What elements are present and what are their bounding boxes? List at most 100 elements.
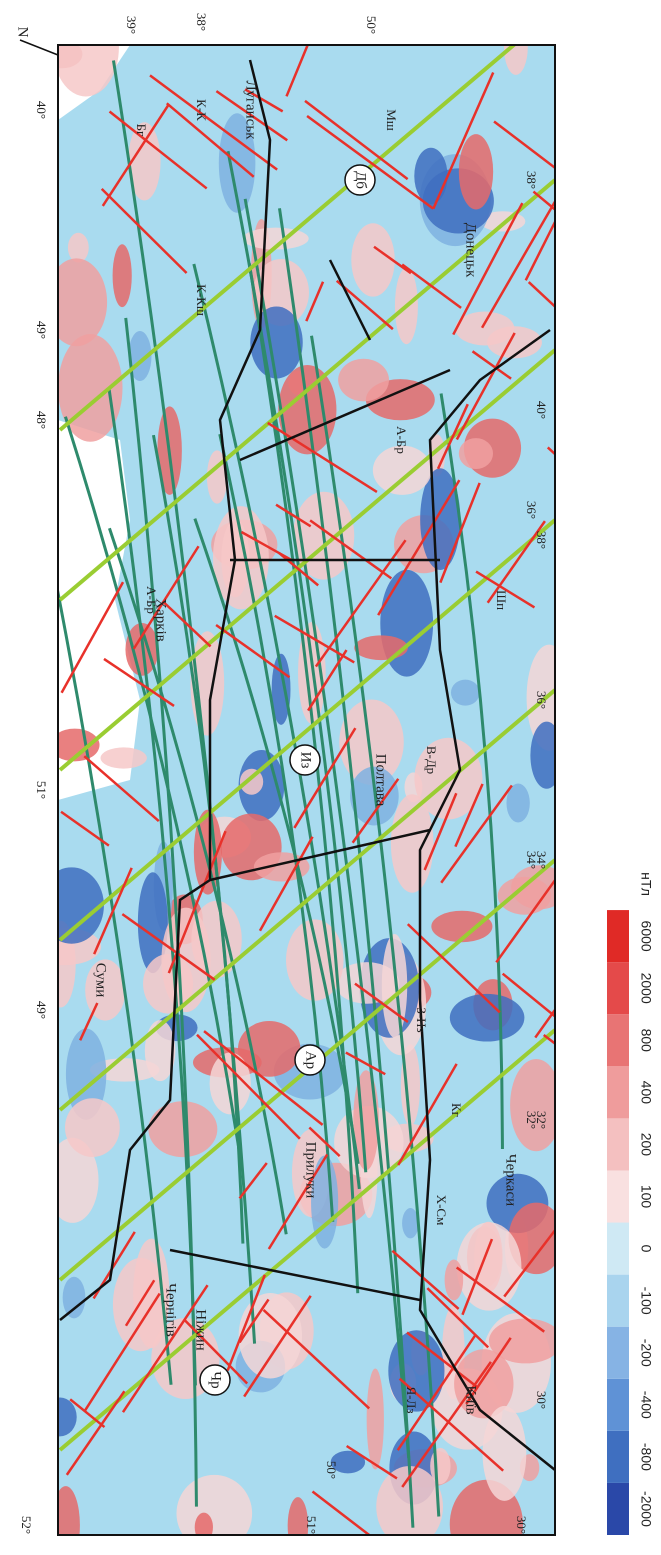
colorbar-step [607, 1170, 629, 1223]
colorbar-step [607, 1274, 629, 1327]
fault [503, 1228, 555, 1298]
colorbar-step [607, 1430, 629, 1483]
anomaly [144, 1020, 176, 1082]
fault [532, 190, 555, 212]
degree-label: 49° [34, 321, 49, 339]
zone-marker [199, 1364, 231, 1396]
anomaly [510, 1059, 555, 1152]
anomaly [339, 699, 404, 786]
anomaly [430, 1447, 451, 1485]
zone-label: Ар [303, 1051, 319, 1069]
fault [83, 755, 160, 822]
fault [100, 188, 188, 274]
fault [262, 1308, 371, 1410]
zone-label: Чр [208, 1371, 224, 1388]
map-frame [57, 44, 556, 1536]
anomaly [58, 45, 119, 97]
lineament-light [58, 688, 555, 1112]
fault [267, 421, 378, 494]
anomaly [67, 232, 89, 263]
colorbar-tick-label: 0 [638, 1245, 654, 1253]
fault [275, 503, 312, 528]
fault [401, 263, 462, 309]
fault [238, 1298, 270, 1344]
lineament [247, 263, 360, 1294]
anomaly [366, 1368, 384, 1470]
lineament-light [58, 518, 555, 942]
degree-label: 49° [34, 1001, 49, 1019]
zone-marker [289, 744, 321, 776]
fault [304, 99, 409, 181]
anomaly [354, 635, 408, 661]
anomaly [431, 910, 493, 943]
anomaly [58, 1486, 80, 1535]
fault [165, 102, 255, 178]
anomaly [137, 872, 168, 974]
fault [452, 202, 524, 336]
fault-label: Я-Лз [404, 1387, 419, 1414]
fault [465, 1337, 512, 1405]
fault-label: А-Бр [144, 586, 159, 614]
degree-label: 34° [524, 851, 539, 869]
region-boundary [59, 59, 272, 1321]
fault [440, 784, 513, 884]
colorbar-step [607, 1378, 629, 1431]
fault [455, 1266, 545, 1333]
fault [65, 1390, 126, 1476]
anomaly [58, 334, 123, 442]
fault-label: К-К [194, 99, 209, 121]
north-arrow [19, 39, 59, 56]
place-name: Прилуки [303, 1142, 319, 1199]
fault-label: Шп [494, 590, 509, 610]
anomaly [372, 445, 432, 495]
region-boundary [418, 328, 555, 1471]
anomaly [176, 1474, 253, 1535]
fault [308, 1126, 341, 1158]
anomaly [482, 1405, 527, 1501]
fault [546, 446, 555, 456]
anomaly [286, 919, 344, 1001]
colorbar-step [607, 1482, 629, 1535]
fault [226, 1274, 266, 1371]
fault [293, 727, 357, 829]
colorbar-tick-label: -100 [638, 1287, 654, 1315]
fault [455, 332, 516, 441]
map-area [58, 45, 555, 1535]
fault [307, 649, 348, 712]
fault-label: К-Кш [194, 284, 209, 316]
fault [309, 519, 393, 580]
fault [398, 1377, 504, 1472]
lineament [218, 433, 335, 1222]
fault [243, 1295, 312, 1398]
fault [238, 1162, 268, 1200]
colorbar-step [607, 1014, 629, 1067]
anomaly [238, 1293, 303, 1379]
anomaly [100, 747, 147, 769]
fault-label: Кг [449, 1103, 464, 1117]
anomaly [376, 1466, 443, 1535]
anomaly [530, 721, 555, 789]
colorbar-step [607, 1066, 629, 1119]
fault [121, 1284, 209, 1413]
colorbar-tick-label: 200 [638, 1133, 654, 1157]
degree-label: 39° [124, 16, 139, 34]
anomaly [89, 1058, 160, 1082]
anomaly [64, 1098, 120, 1158]
place-name: Ніжин [193, 1309, 209, 1350]
lineament [111, 60, 257, 1344]
lineament [107, 387, 197, 1386]
fault [124, 1279, 156, 1327]
fault [311, 1490, 372, 1535]
fault [354, 982, 409, 1023]
fault [83, 1292, 161, 1413]
colorbar-step [607, 1326, 629, 1379]
lineament [243, 198, 411, 1459]
colorbar-step [607, 910, 629, 963]
colorbar-step [607, 1118, 629, 1171]
degree-label: 50° [324, 1461, 339, 1479]
anomaly [455, 311, 515, 346]
zone-marker [294, 1044, 326, 1076]
degree-label: 36° [524, 501, 539, 519]
